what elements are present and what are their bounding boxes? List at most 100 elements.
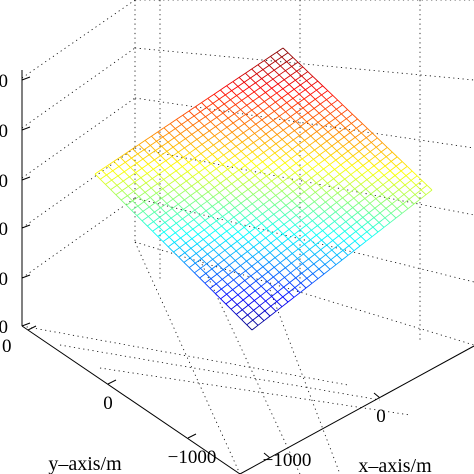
mesh-line [331,104,337,110]
mesh-line [201,144,208,150]
mesh-line [322,85,329,91]
mesh-line [235,141,243,147]
mesh-line [278,162,286,168]
mesh-line [236,241,243,247]
mesh-line [257,101,265,107]
mesh-line [234,207,241,214]
mesh-line [183,262,190,268]
mesh-line [321,94,327,101]
mesh-line [151,131,158,137]
mesh-line [415,180,423,186]
mesh-line [310,94,316,100]
mesh-line [252,189,260,195]
mesh-line [265,237,272,244]
mesh-line [170,213,178,219]
mesh-line [204,167,211,174]
mesh-line [210,273,218,280]
mesh-line [344,123,352,129]
mesh-line [305,229,312,236]
mesh-line [221,173,227,180]
mesh-line [355,231,362,237]
mesh-line [265,129,273,135]
mesh-line [305,224,312,231]
mesh-line [271,180,278,187]
mesh-line [208,239,215,245]
mesh-line [320,249,327,256]
mesh-line [307,112,314,118]
mesh-line [263,204,269,210]
mesh-line [225,94,231,101]
mesh-line [196,186,204,192]
mesh-line [181,223,188,229]
mesh-line [322,225,329,231]
mesh-line [397,198,404,205]
mesh-line [228,274,234,281]
mesh-line [293,229,301,235]
mesh-line [257,152,264,158]
mesh-line [215,283,222,290]
mesh-line [111,175,119,181]
mesh-line [219,192,225,198]
mesh-line [151,135,157,142]
mesh-line [320,145,327,151]
mesh-line [316,131,323,137]
mesh-line [287,134,294,141]
z-axis-tick [21,176,31,181]
mesh-line [281,52,289,58]
mesh-line [318,268,325,275]
mesh-line [312,168,318,174]
mesh-line [334,113,342,119]
mesh-line [343,235,351,242]
mesh-line [142,210,149,217]
mesh-line [160,203,168,209]
mesh-line [373,217,380,223]
mesh-line [240,265,246,272]
mesh-line [250,217,257,224]
mesh-line [331,192,338,198]
mesh-line [251,265,258,272]
mesh-line [364,193,372,199]
mesh-line [250,212,257,219]
mesh-line [175,170,182,177]
mesh-line [348,188,356,194]
mesh-line [287,88,295,94]
mesh-line [331,99,338,105]
mesh-line [200,205,207,212]
mesh-line [225,131,233,137]
mesh-line [196,134,204,140]
mesh-line [251,68,257,75]
mesh-line [146,173,153,179]
mesh-line [304,177,312,183]
mesh-line [219,140,226,147]
mesh-line [302,154,309,160]
mesh-line [198,167,206,173]
mesh-line [316,126,324,132]
mesh-line [267,266,275,273]
mesh-line [330,150,338,156]
mesh-line [274,152,281,159]
mesh-line [260,128,267,135]
mesh-line [312,268,320,274]
mesh-line [149,197,156,203]
mesh-line [226,178,233,185]
mesh-line [283,79,290,85]
mesh-line [253,142,259,148]
mesh-line [216,117,223,123]
mesh-line [177,151,184,158]
mesh-line [183,156,189,163]
mesh-line [198,120,205,127]
mesh-line [365,184,373,190]
grid-line [21,0,136,79]
mesh-line [301,210,308,217]
mesh-line [259,138,266,144]
mesh-line [170,217,177,224]
mesh-line [351,123,357,129]
mesh-line [266,290,272,297]
mesh-line [116,180,124,186]
mesh-line [336,202,342,208]
mesh-line [337,141,344,147]
mesh-line [282,84,290,90]
mesh-line [223,103,230,110]
mesh-line [251,261,259,267]
mesh-line [273,157,281,163]
